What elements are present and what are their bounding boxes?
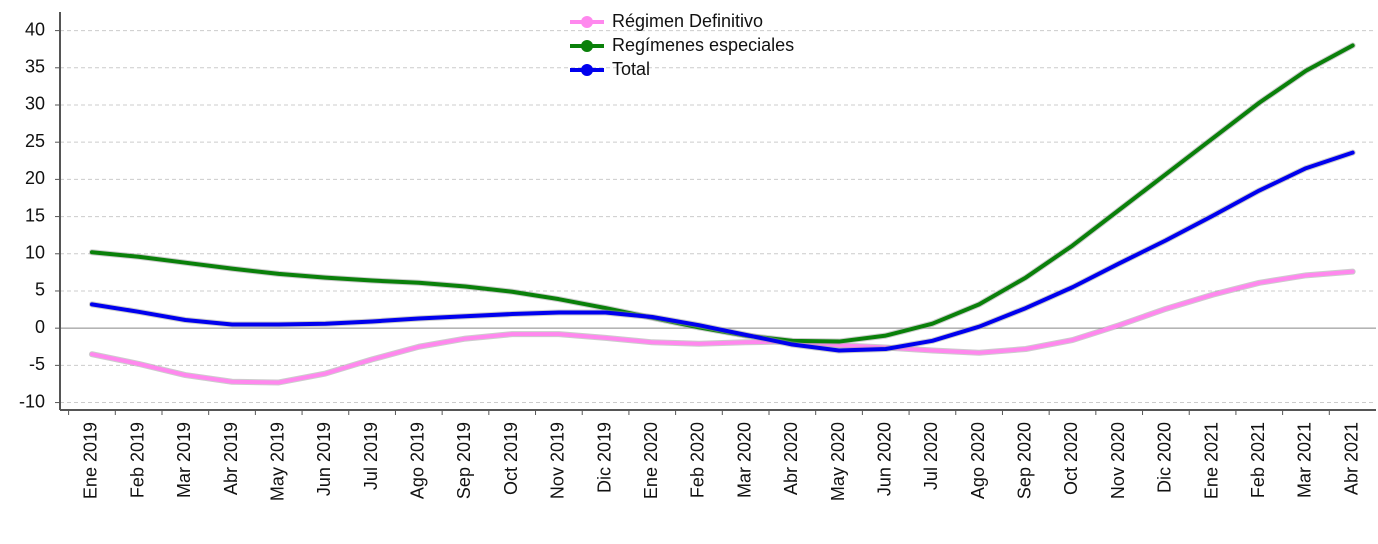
x-tick-label: Dic 2019 (594, 422, 614, 493)
x-tick-label: Feb 2019 (127, 422, 147, 498)
y-tick-label: -5 (29, 354, 45, 374)
y-tick-label: 10 (25, 243, 45, 263)
y-tick-label: 5 (35, 280, 45, 300)
series-line (89, 43, 1355, 344)
y-tick-label: 40 (25, 19, 45, 39)
y-tick-label: 25 (25, 131, 45, 151)
y-tick-label: 30 (25, 94, 45, 114)
x-tick-label: Mar 2019 (174, 422, 194, 498)
x-tick-label: Ene 2021 (1201, 422, 1221, 499)
x-tick-label: Feb 2020 (688, 422, 708, 498)
x-tick-label: Ago 2019 (408, 422, 428, 499)
x-tick-label: Abr 2020 (781, 422, 801, 495)
x-tick-label: Abr 2019 (221, 422, 241, 495)
x-tick-label: Mar 2021 (1295, 422, 1315, 498)
x-tick-label: Sep 2020 (1015, 422, 1035, 499)
x-tick-label: Oct 2020 (1061, 422, 1081, 495)
x-tick-label: Jun 2020 (874, 422, 894, 496)
x-tick-label: Jun 2019 (314, 422, 334, 496)
x-tick-label: Dic 2020 (1155, 422, 1175, 493)
legend-marker (581, 40, 593, 52)
legend-label: Total (612, 59, 650, 79)
x-tick-label: May 2020 (828, 422, 848, 501)
y-tick-label: 20 (25, 168, 45, 188)
y-tick-label: 15 (25, 205, 45, 225)
x-tick-label: Ene 2020 (641, 422, 661, 499)
x-tick-label: May 2019 (267, 422, 287, 501)
legend-label: Regímenes especiales (612, 35, 794, 55)
y-tick-label: 35 (25, 57, 45, 77)
x-tick-label: Ene 2019 (81, 422, 101, 499)
x-tick-label: Sep 2019 (454, 422, 474, 499)
x-tick-label: Nov 2020 (1108, 422, 1128, 499)
y-tick-label: 0 (35, 317, 45, 337)
x-tick-label: Feb 2021 (1248, 422, 1268, 498)
x-tick-label: Oct 2019 (501, 422, 521, 495)
series-line (89, 150, 1355, 353)
legend-marker (581, 16, 593, 28)
line-shadow (88, 42, 1356, 345)
x-tick-label: Ago 2020 (968, 422, 988, 499)
legend-label: Régimen Definitivo (612, 11, 763, 31)
x-tick-label: Mar 2020 (734, 422, 754, 498)
x-tick-label: Abr 2021 (1341, 422, 1361, 495)
legend-marker (581, 64, 593, 76)
line-shadow (88, 149, 1356, 354)
y-tick-label: -10 (19, 391, 45, 411)
series-line (89, 269, 1355, 385)
x-tick-label: Nov 2019 (548, 422, 568, 499)
x-tick-label: Jul 2019 (361, 422, 381, 490)
x-tick-label: Jul 2020 (921, 422, 941, 490)
